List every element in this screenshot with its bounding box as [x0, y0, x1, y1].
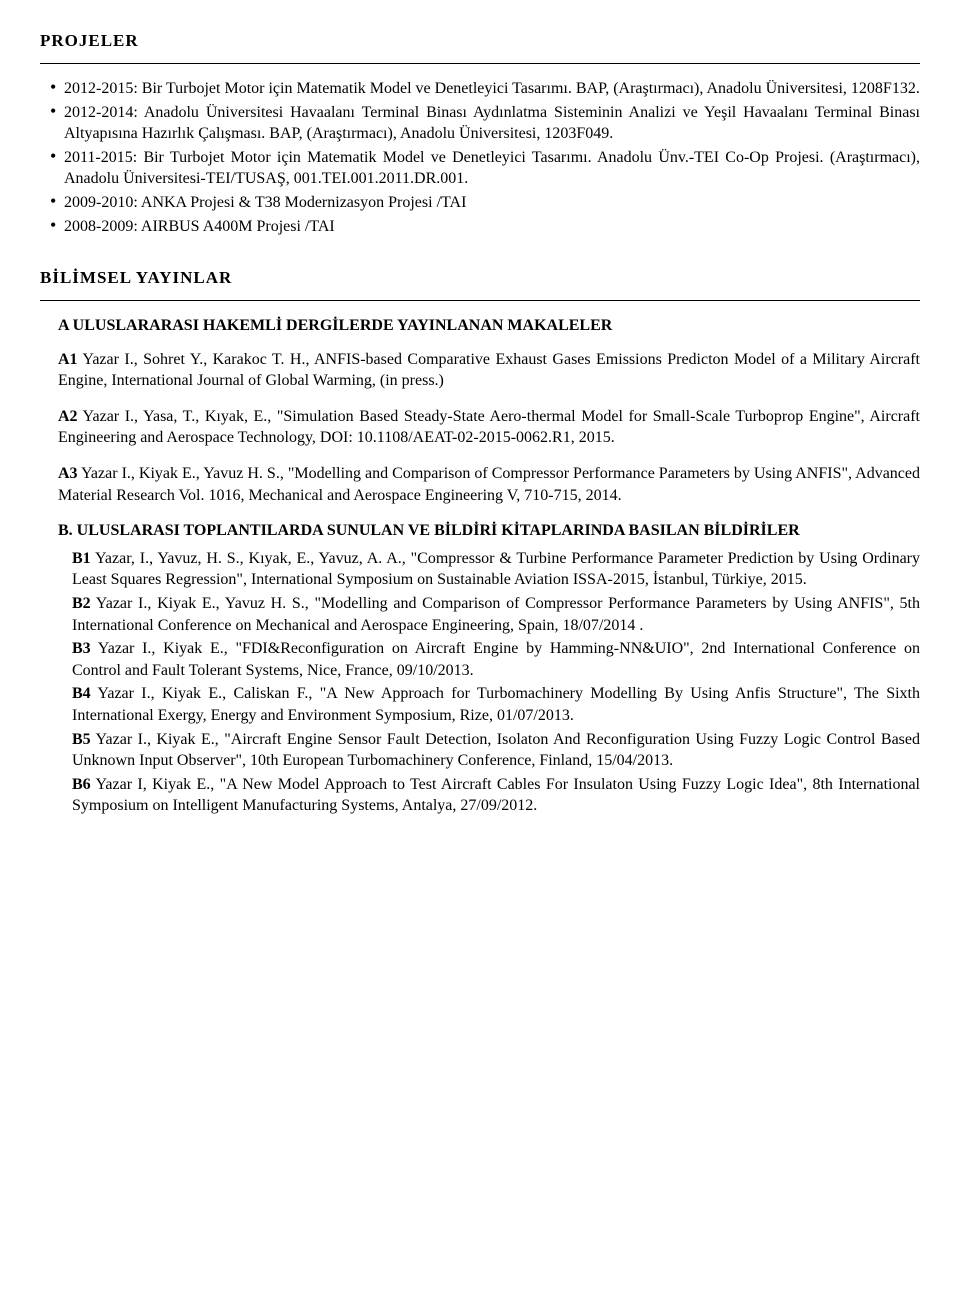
entry-text: Yazar I., Sohret Y., Karakoc T. H., ANFI…	[58, 351, 920, 390]
entry-text: Yazar I., Kiyak E., Caliskan F., "A New …	[72, 685, 920, 724]
publication-group-a: A ULUSLARARASI HAKEMLİ DERGİLERDE YAYINL…	[58, 315, 920, 506]
entry-tag: B1	[72, 550, 91, 567]
entry-tag: B2	[72, 595, 91, 612]
entry-tag: A1	[58, 351, 78, 368]
project-list: 2012-2015: Bir Turbojet Motor için Matem…	[40, 78, 920, 237]
entry-text: Yazar I., Kiyak E., Yavuz H. S., "Modell…	[58, 465, 920, 504]
entry-text: Yazar I., Kiyak E., "Aircraft Engine Sen…	[72, 731, 920, 770]
entry-text: Yazar, I., Yavuz, H. S., Kıyak, E., Yavu…	[72, 550, 920, 589]
publication-group-b: B1 Yazar, I., Yavuz, H. S., Kıyak, E., Y…	[72, 548, 920, 817]
section-divider	[40, 63, 920, 64]
project-item: 2012-2015: Bir Turbojet Motor için Matem…	[64, 78, 920, 100]
entry-tag: A3	[58, 465, 78, 482]
section-title-publications: BİLİMSEL YAYINLAR	[40, 267, 920, 290]
publication-entry: B1 Yazar, I., Yavuz, H. S., Kıyak, E., Y…	[72, 548, 920, 591]
project-item: 2011-2015: Bir Turbojet Motor için Matem…	[64, 147, 920, 190]
project-item: 2008-2009: AIRBUS A400M Projesi /TAI	[64, 216, 920, 238]
publication-entry: A3 Yazar I., Kiyak E., Yavuz H. S., "Mod…	[58, 463, 920, 506]
group-a-heading: A ULUSLARARASI HAKEMLİ DERGİLERDE YAYINL…	[58, 315, 920, 337]
group-b-heading: B. ULUSLARASI TOPLANTILARDA SUNULAN VE B…	[58, 520, 920, 542]
entry-text: Yazar I., Kiyak E., Yavuz H. S., "Modell…	[72, 595, 920, 634]
entry-tag: B3	[72, 640, 91, 657]
entry-tag: A2	[58, 408, 78, 425]
publication-entry: B3 Yazar I., Kiyak E., "FDI&Reconfigurat…	[72, 638, 920, 681]
publication-entry: B4 Yazar I., Kiyak E., Caliskan F., "A N…	[72, 683, 920, 726]
entry-text: Yazar I., Kiyak E., "FDI&Reconfiguration…	[72, 640, 920, 679]
entry-text: Yazar I, Kiyak E., "A New Model Approach…	[72, 776, 920, 815]
publication-entry: B6 Yazar I, Kiyak E., "A New Model Appro…	[72, 774, 920, 817]
entry-tag: B4	[72, 685, 91, 702]
publication-entry: B5 Yazar I., Kiyak E., "Aircraft Engine …	[72, 729, 920, 772]
entry-tag: B5	[72, 731, 91, 748]
publication-entry: A1 Yazar I., Sohret Y., Karakoc T. H., A…	[58, 349, 920, 392]
publication-entry: A2 Yazar I., Yasa, T., Kıyak, E., "Simul…	[58, 406, 920, 449]
entry-tag: B6	[72, 776, 91, 793]
project-item: 2012-2014: Anadolu Üniversitesi Havaalan…	[64, 102, 920, 145]
section-title-projects: PROJELER	[40, 30, 920, 53]
entry-text: Yazar I., Yasa, T., Kıyak, E., "Simulati…	[58, 408, 920, 447]
section-divider	[40, 300, 920, 301]
publication-entry: B2 Yazar I., Kiyak E., Yavuz H. S., "Mod…	[72, 593, 920, 636]
project-item: 2009-2010: ANKA Projesi & T38 Modernizas…	[64, 192, 920, 214]
